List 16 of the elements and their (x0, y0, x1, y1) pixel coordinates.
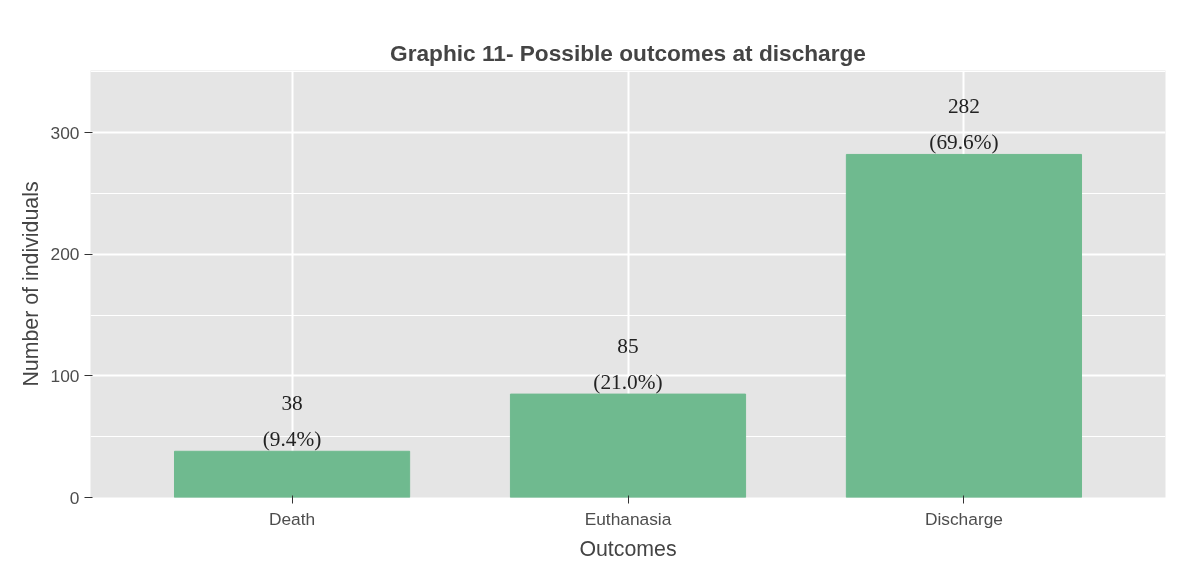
bar (173, 450, 411, 498)
chart-title: Graphic 11- Possible outcomes at discharge (390, 39, 866, 66)
x-tick-label: Death (268, 508, 316, 529)
y-tick-label: 0 (69, 487, 80, 508)
y-axis-title: Number of individuals (18, 181, 43, 387)
data-label: 85 (21.0%) (593, 334, 663, 395)
x-tick-label: Euthanasia (584, 508, 672, 529)
bar (509, 393, 747, 498)
data-label: 38 (9.4%) (262, 391, 322, 452)
y-tick-label: 200 (50, 244, 80, 265)
data-label: 282 (69.6%) (929, 94, 999, 155)
y-tick-label: 100 (50, 365, 80, 386)
x-tick-label: Discharge (924, 508, 1003, 529)
bar (845, 153, 1083, 498)
y-tick-label: 300 (50, 122, 80, 143)
x-axis-title: Outcomes (579, 536, 677, 561)
